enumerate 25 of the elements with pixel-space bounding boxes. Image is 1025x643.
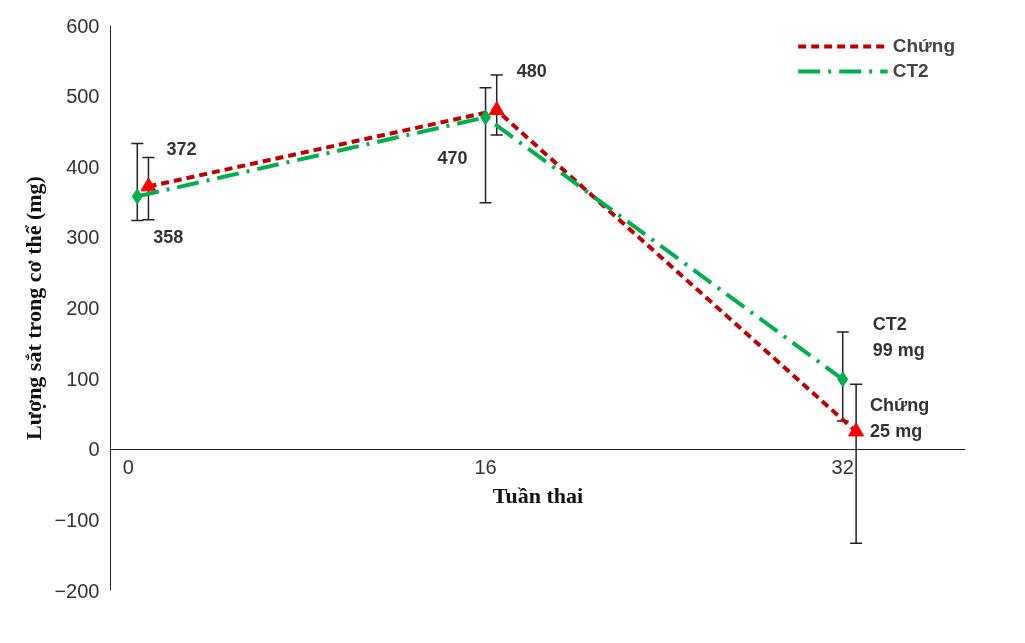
y-axis-title: Lượng sắt trong cơ thể (mg) (21, 176, 47, 440)
annotation: 372 (166, 139, 197, 160)
legend-label: Chứng (892, 35, 955, 57)
legend-label: CT2 (892, 60, 929, 82)
annotation: 480 (516, 60, 547, 81)
y-tick-label: 600 (66, 14, 100, 37)
annotation: 470 (437, 147, 468, 168)
point (480, 109, 492, 126)
annotation: Chứng 25 mg (870, 394, 930, 441)
y-tick-label: −200 (54, 579, 100, 602)
point (837, 371, 849, 388)
x-tick-label: 32 (831, 456, 854, 479)
y-tick-label: 400 (66, 155, 100, 178)
y-tick-label: 0 (88, 438, 100, 461)
y-tick-label: 300 (66, 226, 100, 249)
x-tick-label: 0 (122, 456, 134, 479)
x-axis-title: Tuần thai (492, 482, 584, 508)
y-tick-label: 200 (66, 297, 100, 319)
annotation: CT2 99 mg (872, 314, 925, 361)
x-tick-label: 16 (474, 456, 497, 479)
y-tick-label: 500 (66, 85, 100, 108)
y-tick-label: −100 (54, 508, 100, 531)
point (131, 188, 143, 205)
annotation: 358 (153, 226, 184, 247)
y-tick-label: 100 (66, 367, 100, 390)
